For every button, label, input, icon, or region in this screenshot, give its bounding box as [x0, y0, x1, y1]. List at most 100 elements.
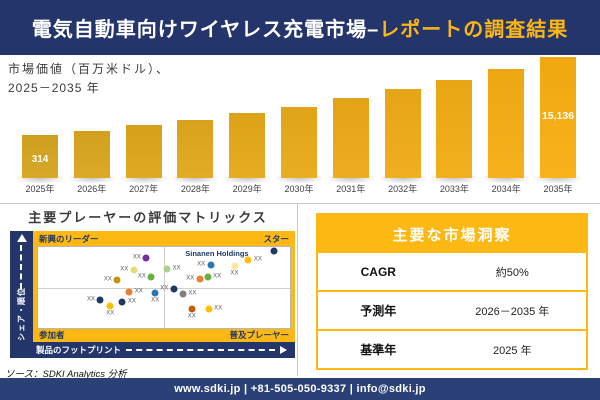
scatter-dot [270, 247, 278, 255]
scatter-dot: XX [151, 289, 159, 304]
dot-marker [125, 288, 133, 296]
insights-rows: CAGR 約50% 予測年 2026－2035 年基準年 2025 年 [318, 253, 586, 368]
dot-marker [188, 305, 196, 313]
bar-value-label: 15,136 [541, 110, 575, 123]
matrix-title: 主要プレーヤーの評価マトリックス [28, 210, 268, 225]
x-axis-label: 2035年 [543, 184, 573, 194]
dot-marker [96, 296, 104, 304]
scatter-dot: XX [87, 296, 104, 304]
matrix-bottom-quadrant-labels: 参加者 普及プレーヤー [39, 329, 289, 341]
quadrant-label-participants: 参加者 [39, 330, 65, 340]
bar-chart-x-axis: 2025年 2026年 2027年 2028年 2029年 2030年 2031年 2032年… [0, 182, 600, 196]
dot-marker [196, 275, 204, 283]
x-axis-label: 2030年 [284, 184, 314, 194]
insight-value: 約50% [495, 266, 529, 279]
matrix-frame: 新興のリーダー スター Sinanen Holdings XX XX XX XX XX X… [33, 231, 295, 342]
matrix-x-axis-label: 製品のフットプリント [36, 345, 122, 355]
quadrant-label-emerging-leaders: 新興のリーダー [39, 234, 99, 244]
scatter-dot: XX [205, 305, 222, 313]
report-header: 電気自動車向けワイヤレス充電市場–レポートの調査結果 [0, 0, 600, 55]
player-evaluation-matrix: 市場シェア・順位 新興のリーダー スター Sinanen Holdings XX… [10, 231, 295, 359]
scatter-dot: XX [120, 266, 138, 274]
dot-marker [207, 261, 215, 269]
quadrant-divider-vertical [164, 247, 165, 328]
point-label: XX [253, 256, 262, 263]
insight-value: 2025 年 [493, 344, 532, 357]
insight-row: CAGR 約50% [318, 253, 586, 290]
x-axis-label: 2025年 [25, 184, 55, 194]
point-label: XX [106, 310, 115, 317]
x-axis-label: 2028年 [180, 184, 210, 194]
dot-marker [147, 273, 155, 281]
company-annotation: Sinanen Holdings [185, 249, 249, 258]
insight-row: 予測年 2026－2035 年 [318, 290, 586, 329]
bar-chart-bars: 314 15,136 [0, 57, 600, 184]
point-label: XX [213, 273, 222, 280]
dot-marker [113, 276, 121, 284]
y-axis-arrow-icon [17, 234, 27, 242]
key-market-insights-panel: 主要な市場洞察 CAGR 約50% 予測年 2026－2035 年基準年 2025 年 [316, 213, 588, 370]
dot-marker [231, 262, 239, 270]
quadrant-label-stars: スター [263, 234, 289, 244]
point-label: XX [103, 276, 112, 283]
scatter-dot: XX [204, 273, 221, 281]
x-axis-label: 2032年 [388, 184, 418, 194]
bar-2033年 [436, 80, 473, 178]
footer-bar: www.sdki.jp | +81-505-050-9337 | info@sd… [0, 378, 600, 400]
point-label: XX [214, 305, 223, 312]
dot-marker [179, 290, 187, 298]
scatter-dot: XX [118, 298, 136, 306]
bar-2029年 [229, 113, 266, 178]
x-axis-label: 2026年 [77, 184, 107, 194]
section-divider-horizontal [0, 203, 600, 204]
x-axis-dashed-line [126, 349, 275, 351]
bar-chart-title: 市場価値（百万米ドル）、 2025－2035 年 [8, 60, 170, 98]
y-axis-dashed-line [20, 245, 22, 289]
quadrant-divider-horizontal [38, 288, 290, 290]
bar-2035年: 15,136 [540, 57, 576, 178]
scatter-dot: XX [244, 256, 262, 264]
bar-2030年 [281, 107, 317, 178]
scatter-dot: XX [138, 273, 155, 281]
point-label: XX [127, 298, 136, 305]
dot-marker [244, 256, 252, 264]
point-label: XX [120, 266, 129, 273]
bar-value-label: 314 [31, 153, 49, 165]
insight-label: 基準年 [360, 343, 397, 357]
point-label: XX [197, 261, 206, 268]
footer-contact-text: www.sdki.jp | +81-505-050-9337 | info@sd… [174, 383, 426, 395]
scatter-dot: XX [186, 275, 204, 283]
point-label: XX [132, 254, 141, 261]
bar-2034年 [488, 69, 525, 178]
insight-label: 予測年 [360, 304, 397, 318]
scatter-dot: XX [133, 254, 150, 262]
scatter-dot: XX [197, 261, 215, 269]
dot-marker [205, 305, 213, 313]
x-axis-arrow-icon [280, 346, 287, 354]
point-label: XX [151, 297, 160, 304]
matrix-top-quadrant-labels: 新興のリーダー スター [39, 233, 289, 245]
dot-marker [106, 302, 114, 310]
scatter-dot: XX [163, 265, 181, 273]
page-title-accent: レポートの調査結果 [379, 19, 569, 41]
bar-2025年: 314 [22, 135, 58, 178]
point-label: XX [187, 313, 196, 320]
bar-2031年 [332, 98, 369, 178]
bar-2028年 [177, 120, 214, 178]
dot-marker [130, 266, 138, 274]
x-axis-label: 2034年 [491, 184, 521, 194]
x-axis-label: 2029年 [232, 184, 262, 194]
insights-panel-title: 主要な市場洞察 [318, 215, 586, 253]
bar-2032年 [384, 89, 421, 178]
source-note: ソース：SDKI Analytics 分析 [5, 369, 127, 380]
x-axis-label: 2031年 [336, 184, 366, 194]
scatter-dot: XX [188, 305, 196, 320]
dot-marker [151, 289, 159, 297]
point-label: XX [188, 290, 197, 297]
x-axis-label: 2027年 [129, 184, 159, 194]
point-label: XX [160, 285, 169, 292]
point-label: XX [86, 296, 95, 303]
page-title-main: 電気自動車向けワイヤレス充電市場– [31, 19, 380, 41]
scatter-dot: XX [231, 262, 239, 276]
dot-marker [163, 265, 171, 273]
